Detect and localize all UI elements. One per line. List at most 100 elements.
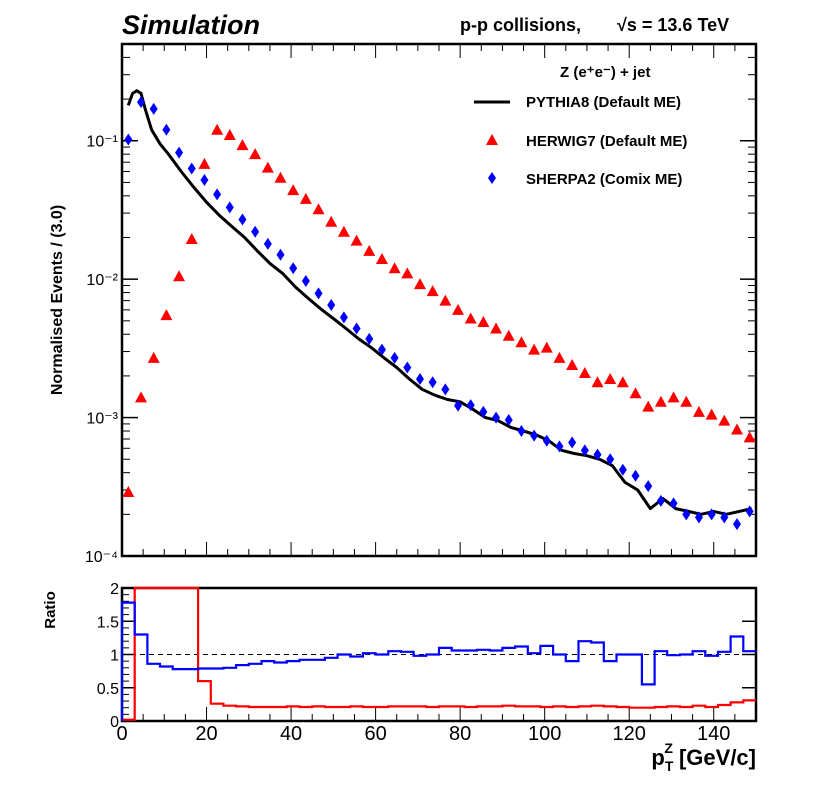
ratio-x-tick-label: 100 <box>528 723 561 745</box>
sherpa2-point <box>656 494 665 507</box>
sherpa2-point <box>428 376 437 389</box>
sherpa2-point <box>137 96 146 109</box>
herwig7-point <box>388 262 401 274</box>
sherpa2-point <box>707 508 716 521</box>
ratio-x-tick-label: 20 <box>195 723 217 745</box>
sherpa2-point <box>568 436 577 449</box>
x-axis-label-units: [GeV/c] <box>679 745 756 770</box>
herwig7-point <box>337 225 350 237</box>
herwig7-point <box>730 423 743 435</box>
herwig7-point <box>160 309 173 321</box>
top-panel-frame <box>120 42 758 558</box>
herwig7-point <box>680 395 693 407</box>
sherpa2-point <box>694 511 703 524</box>
herwig7-point <box>261 161 274 173</box>
herwig7-point <box>375 252 388 264</box>
sherpa2-point <box>720 511 729 524</box>
herwig7-point <box>173 270 186 282</box>
sherpa2-point <box>682 508 691 521</box>
sherpa2-point <box>276 248 285 261</box>
herwig7-point <box>122 485 135 497</box>
ratio-series-group <box>120 586 756 721</box>
sherpa2-point <box>390 351 399 364</box>
energy-label: √s = 13.6 TeV <box>617 15 729 35</box>
sherpa2-point <box>530 429 539 442</box>
sherpa2-point <box>517 424 526 437</box>
sherpa2-point <box>225 201 234 214</box>
herwig7-point <box>147 351 160 363</box>
sherpa2-point <box>187 162 196 175</box>
herwig7-point <box>692 405 705 417</box>
herwig7-point <box>185 233 198 245</box>
sherpa2-point <box>618 463 627 476</box>
sherpa2-point <box>377 343 386 356</box>
sherpa2-point <box>251 225 260 238</box>
herwig7-point <box>528 343 541 355</box>
ratio-x-tick-label: 80 <box>449 723 471 745</box>
sherpa2-point <box>466 399 475 412</box>
sherpa2-point <box>175 146 184 159</box>
top-y-tick-label: 10⁻² <box>86 272 118 289</box>
sherpa2-point <box>289 262 298 275</box>
herwig7-point <box>464 312 477 324</box>
sherpa2-point <box>555 440 564 453</box>
sherpa2-point <box>492 411 501 424</box>
collisions-label: p-p collisions, <box>460 15 581 35</box>
sherpa2-point <box>745 505 754 518</box>
sherpa2-point <box>403 361 412 374</box>
sherpa2-point <box>162 123 171 136</box>
legend-entry-label: PYTHIA8 (Default ME) <box>526 94 681 111</box>
simulation-label: Simulation <box>122 10 260 40</box>
sherpa2-ratio-step <box>120 601 756 721</box>
herwig7-point <box>312 203 325 215</box>
top-y-tick-label: 10⁻¹ <box>86 134 118 151</box>
herwig7-point <box>553 351 566 363</box>
sherpa2-point <box>213 188 222 201</box>
sherpa2-point <box>593 448 602 461</box>
x-axis-label-sub: T <box>665 758 674 774</box>
herwig7-point <box>413 278 426 290</box>
top-series-group <box>122 89 756 531</box>
herwig7-point <box>642 400 655 412</box>
herwig7-point <box>223 129 236 141</box>
legend: PYTHIA8 (Default ME) HERWIG7 (Default ME)… <box>474 94 687 188</box>
legend-diamond-marker <box>488 172 496 184</box>
herwig7-point <box>287 184 300 196</box>
sherpa2-point <box>238 213 247 226</box>
herwig7-point <box>743 431 756 443</box>
ratio-y-tick-label: 0.5 <box>97 681 119 698</box>
ratio-y-tick-label: 1.5 <box>97 614 119 631</box>
sherpa2-point <box>415 372 424 385</box>
ratio-x-tick-label: 140 <box>697 723 730 745</box>
herwig7-point <box>401 267 414 279</box>
sherpa2-point <box>669 497 678 510</box>
sherpa2-point <box>631 469 640 482</box>
herwig7-point <box>667 391 680 403</box>
sherpa2-point <box>200 174 209 187</box>
herwig7-point <box>477 316 490 328</box>
herwig7-point <box>426 285 439 297</box>
herwig7-point <box>274 171 287 183</box>
sherpa2-point <box>441 383 450 396</box>
herwig7-point <box>299 192 312 204</box>
herwig7-point <box>452 303 465 315</box>
herwig7-point <box>515 336 528 348</box>
herwig7-point <box>705 408 718 420</box>
ratio-y-tick-label: 1 <box>110 648 119 665</box>
legend-title: Z (e⁺e⁻) + jet <box>560 64 650 81</box>
sherpa2-point <box>149 102 158 115</box>
herwig7-point <box>578 366 591 378</box>
ratio-x-tick-label: 40 <box>280 723 302 745</box>
x-axis-label: pTZ [GeV/c] <box>651 740 756 774</box>
sherpa2-point <box>504 414 513 427</box>
sherpa2-point <box>339 311 348 324</box>
ratio-x-tick-label: 120 <box>613 723 646 745</box>
herwig7-point <box>566 358 579 370</box>
top-y-tick-label: 10⁻³ <box>86 411 118 428</box>
sherpa2-point <box>327 299 336 312</box>
top-y-ticks: 10⁻⁴ 10⁻³ 10⁻² 10⁻¹ <box>85 43 757 566</box>
ratio-y-tick-label: 0 <box>110 714 119 731</box>
herwig7-point <box>604 372 617 384</box>
sherpa2-point <box>352 322 361 335</box>
